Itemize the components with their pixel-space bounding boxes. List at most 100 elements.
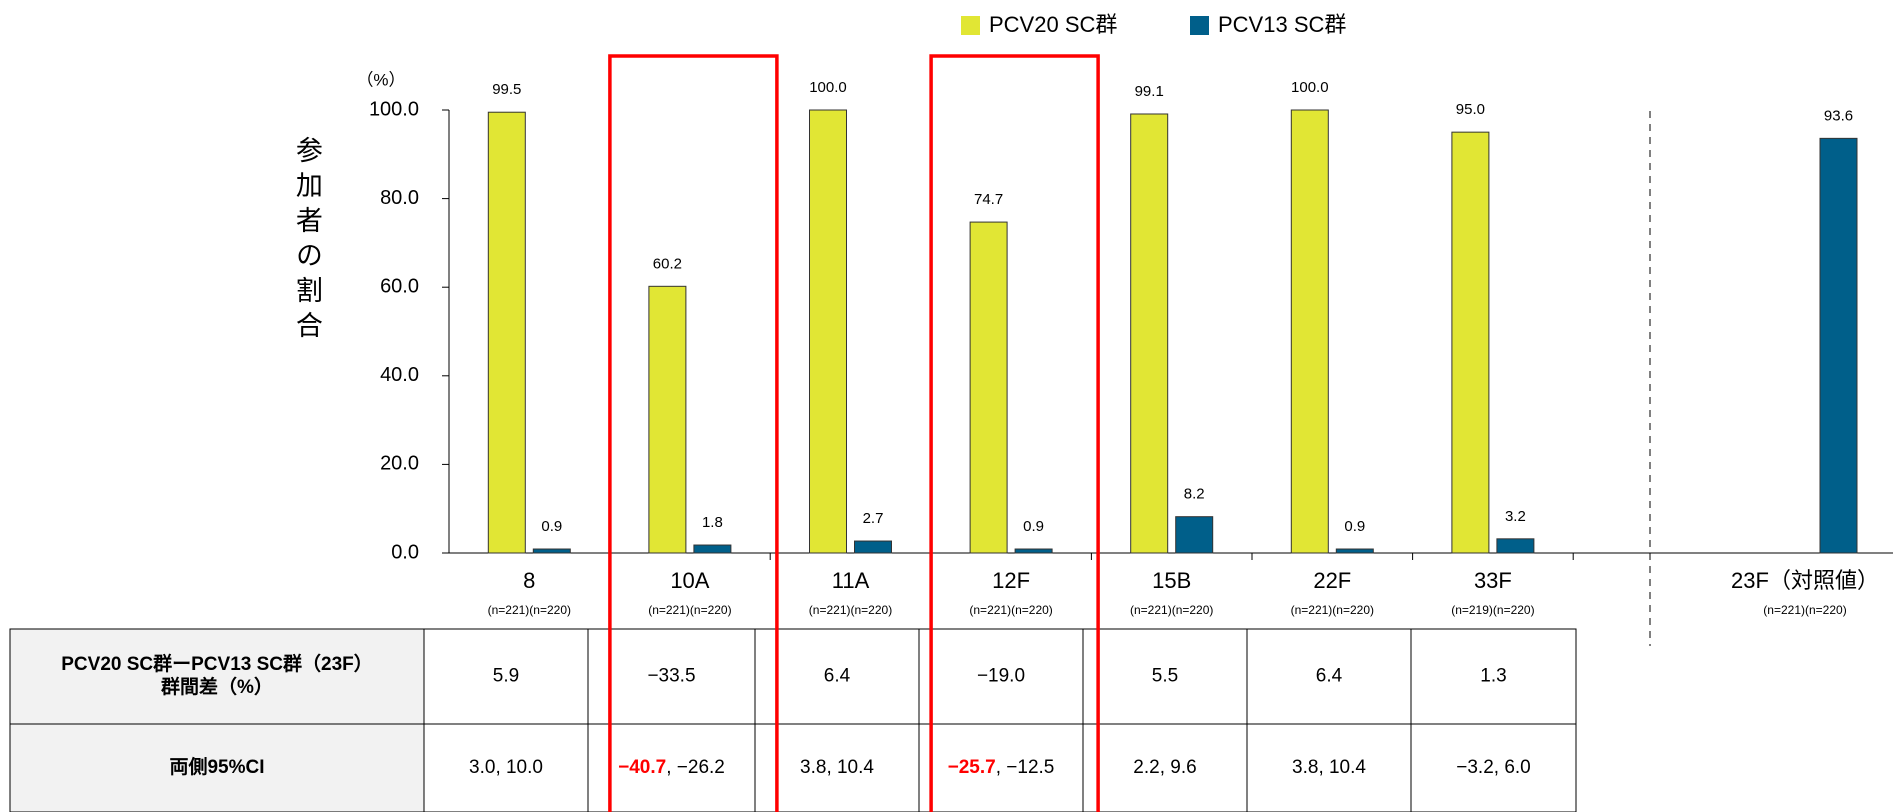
value-label: 1.8	[702, 514, 723, 531]
legend-swatch	[1190, 16, 1209, 35]
table-header-cell	[9, 628, 425, 725]
value-label: 60.2	[653, 255, 682, 272]
x-tick-label: 11A	[832, 568, 870, 593]
table-cell	[1410, 723, 1577, 812]
category-note: (n=219)(n=220)	[1451, 603, 1534, 617]
category-note: (n=221)(n=220)	[1291, 603, 1374, 617]
row-header: PCV20 SC群ーPCV13 SC群（23F）	[61, 652, 373, 675]
value-label: 100.0	[1291, 79, 1329, 96]
table-cell	[1082, 723, 1248, 812]
table-cell	[423, 628, 589, 725]
value-label: 0.9	[541, 518, 562, 535]
category-note: (n=221)(n=220)	[1763, 603, 1846, 617]
bar	[969, 221, 1008, 554]
bar	[1496, 538, 1535, 554]
y-tick-label: 40.0	[380, 364, 419, 386]
y-tick-label: 0.0	[391, 541, 419, 563]
bar	[1451, 131, 1490, 554]
highlight-box	[608, 54, 779, 812]
value-label: 0.9	[1344, 518, 1365, 535]
table-cell	[1410, 628, 1577, 725]
table-cell-text: 3.8, 10.4	[1292, 757, 1366, 778]
ci-part: 3.8	[1292, 757, 1318, 778]
x-tick-label: 15B	[1152, 568, 1191, 593]
value-label: 0.9	[1023, 518, 1044, 535]
bar	[1014, 548, 1053, 554]
category-note: (n=221)(n=220)	[809, 603, 892, 617]
bar	[1819, 137, 1858, 554]
ci-part: , −26.2	[666, 757, 725, 778]
highlight-box	[929, 54, 1100, 812]
table-cell	[587, 628, 756, 725]
ci-part: −40.7	[618, 757, 666, 778]
value-label: 95.0	[1456, 101, 1485, 118]
y-axis-label: 参加者の割合	[292, 136, 323, 346]
legend-label: PCV13 SC群	[1218, 12, 1346, 37]
bar	[648, 285, 687, 554]
legend-swatch	[961, 16, 980, 35]
table-cell-text: 6.4	[824, 666, 851, 687]
bar	[487, 111, 526, 554]
ci-part: , 10.4	[1318, 757, 1366, 778]
value-label: 74.7	[974, 191, 1003, 208]
table-cell-text: −33.5	[647, 666, 695, 687]
value-label: 3.2	[1505, 508, 1526, 525]
category-note: (n=221)(n=220)	[1130, 603, 1213, 617]
category-note: (n=221)(n=220)	[488, 603, 571, 617]
category-note: (n=221)(n=220)	[969, 603, 1052, 617]
x-tick-label: 8	[523, 568, 535, 593]
ci-part: −3.2	[1456, 757, 1494, 778]
ci-part: , 10.4	[826, 757, 874, 778]
ci-part: , 9.6	[1160, 757, 1197, 778]
ci-part: 3.8	[800, 757, 826, 778]
table-cell-text: 1.3	[1480, 666, 1506, 687]
table-cell-text: 5.9	[493, 666, 519, 687]
table-cell-text: 3.8, 10.4	[800, 757, 874, 778]
unit-label: （%）	[356, 70, 405, 89]
value-label: 2.7	[863, 510, 884, 527]
category-note: (n=221)(n=220)	[648, 603, 731, 617]
table-cell-text: 6.4	[1316, 666, 1343, 687]
value-label: 8.2	[1184, 486, 1205, 503]
row-header: 両側95%CI	[169, 756, 264, 778]
legend-label: PCV20 SC群	[989, 12, 1117, 37]
value-label: 100.0	[809, 79, 847, 96]
table-cell	[918, 628, 1084, 725]
bar	[809, 109, 847, 554]
bar	[1290, 109, 1329, 554]
table-cell	[423, 723, 589, 812]
x-tick-label: 10A	[670, 568, 709, 593]
ci-part: , −12.5	[996, 757, 1055, 778]
table-cell	[918, 723, 1084, 812]
y-tick-label: 100.0	[369, 98, 419, 120]
bar	[693, 544, 732, 554]
x-tick-label: 23F（対照値）	[1731, 568, 1879, 593]
table-cell-text: −25.7, −12.5	[948, 757, 1055, 778]
table-cell	[587, 723, 756, 812]
ci-part: , 10.0	[495, 757, 543, 778]
ci-part: , 6.0	[1494, 757, 1531, 778]
table-cell	[754, 628, 920, 725]
table-cell	[754, 723, 920, 812]
value-label: 99.1	[1135, 83, 1164, 100]
x-tick-label: 12F	[992, 568, 1030, 593]
y-tick-label: 80.0	[380, 187, 419, 209]
table-cell-text: 2.2, 9.6	[1133, 757, 1196, 778]
value-label: 93.6	[1824, 107, 1853, 124]
value-label: 99.5	[492, 81, 521, 98]
bar	[854, 540, 892, 554]
table-cell-text: −19.0	[977, 666, 1025, 687]
ci-part: 2.2	[1133, 757, 1159, 778]
y-tick-label: 20.0	[380, 453, 419, 475]
bar	[1335, 548, 1374, 554]
table-cell-text: −40.7, −26.2	[618, 757, 725, 778]
table-cell	[1082, 628, 1248, 725]
bar	[1175, 516, 1214, 554]
x-tick-label: 33F	[1474, 568, 1512, 593]
table-cell	[1246, 723, 1412, 812]
table-cell-text: 3.0, 10.0	[469, 757, 543, 778]
table-cell-text: 5.5	[1152, 666, 1178, 687]
table-header-cell	[9, 723, 425, 812]
bar	[1130, 113, 1169, 554]
